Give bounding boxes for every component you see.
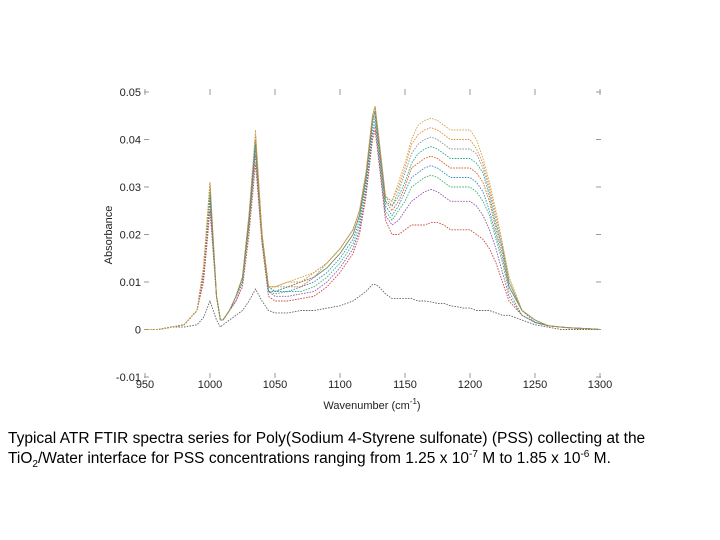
x-tick-label: 1100 [328, 379, 352, 391]
caption-text-3: M to 1.85 x 10 [477, 450, 581, 467]
caption-sub-2: 2 [32, 459, 38, 471]
x-tick-label: 1250 [523, 379, 547, 391]
x-tick-label: 950 [136, 379, 154, 391]
x-axis-title: Wavenumber (cm-1) [323, 397, 420, 412]
y-tick-label: 0 [135, 325, 141, 337]
y-tick-label: 0.02 [120, 230, 141, 242]
x-tick-label: 1150 [393, 379, 417, 391]
spectrum-line-6 [145, 110, 601, 330]
spectrum-line-2 [145, 129, 601, 330]
x-tick-label: 1050 [263, 379, 287, 391]
x-tick-label: 1300 [588, 379, 612, 391]
spectrum-line-4 [145, 120, 601, 330]
x-tick-label: 1200 [458, 379, 482, 391]
figure-caption: Typical ATR FTIR spectra series for Poly… [8, 429, 712, 471]
y-axis-title: Absorbance [103, 206, 115, 265]
spectrum-line-1 [145, 283, 600, 330]
y-tick-label: -0.01 [116, 372, 141, 384]
caption-text-4: M. [589, 450, 611, 467]
spectrum-line-7 [145, 110, 601, 330]
x-axis-title-end: ) [417, 400, 421, 412]
x-axis-title-main: Wavenumber (cm [323, 400, 409, 412]
x-tick-label: 1000 [198, 379, 222, 391]
y-axis-ticks: -0.01 0 0.01 0.02 0.03 0.04 0.05 [116, 87, 601, 384]
caption-text-2: /Water interface for PSS concentrations … [37, 450, 470, 467]
y-tick-label: 0.05 [120, 87, 141, 99]
caption-text-1: Typical ATR FTIR spectra series for Poly… [8, 430, 646, 467]
spectrum-line-10 [145, 106, 601, 330]
y-tick-label: 0.04 [120, 135, 141, 147]
ftir-chart: -0.01 0 0.01 0.02 0.03 0.04 0.05 950 1000 1050 11… [103, 87, 612, 412]
spectrum-line-5 [145, 115, 601, 330]
spectra-series [145, 106, 601, 330]
spectrum-line-3 [145, 125, 601, 330]
caption-sup-1: -7 [469, 448, 478, 460]
y-tick-label: 0.01 [120, 277, 141, 289]
y-tick-label: 0.03 [120, 182, 141, 194]
x-axis-title-sup: -1 [410, 397, 418, 406]
x-axis-ticks: 950 1000 1050 1100 1150 1200 1250 1300 [136, 89, 612, 391]
caption-sup-2: -6 [580, 448, 590, 460]
